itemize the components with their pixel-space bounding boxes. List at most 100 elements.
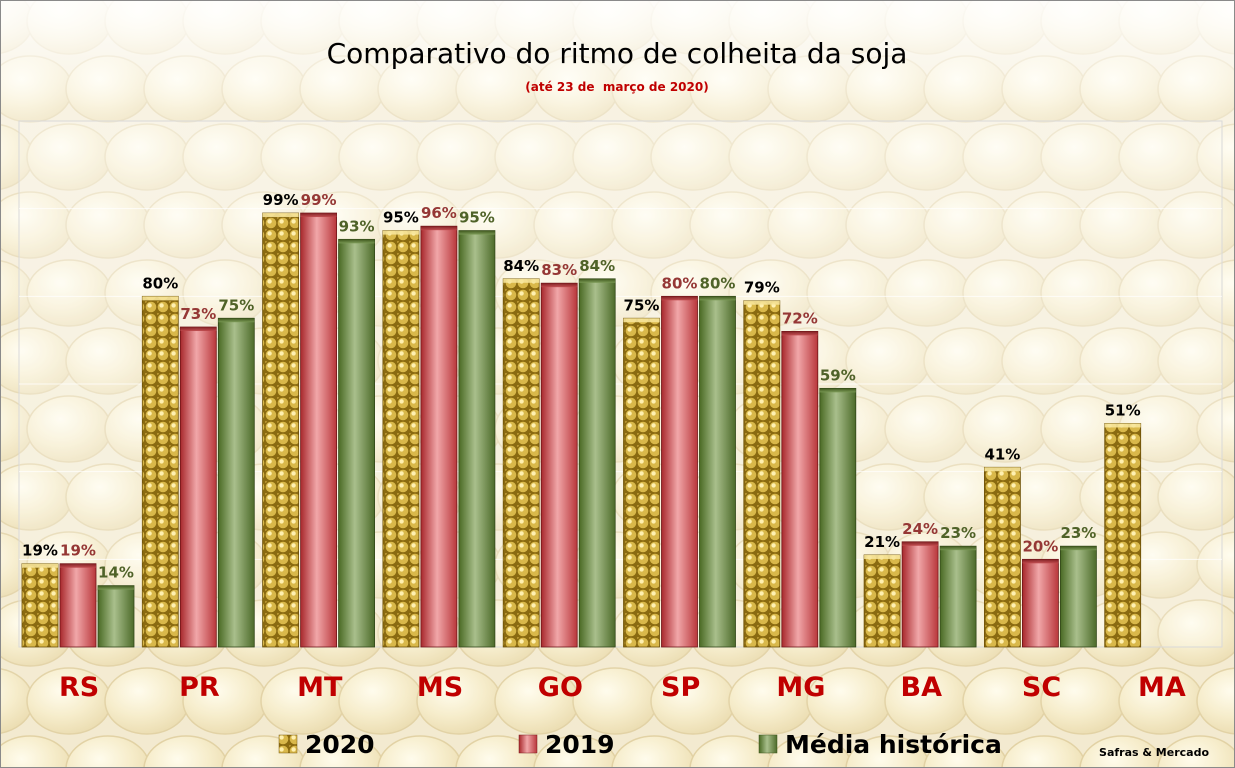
bar-2020-pr[interactable] — [141, 295, 179, 648]
legend-swatch-media-historica — [758, 734, 778, 754]
source-credit: Safras & Mercado — [1099, 746, 1209, 759]
bar-2020-ma[interactable] — [1104, 423, 1142, 648]
data-label-2019-mt: 99% — [301, 191, 337, 209]
bar-top-2020-ba — [864, 554, 901, 559]
bar-top-m-dia-hist-rica-pr — [218, 318, 255, 323]
bar-2019-go[interactable] — [540, 282, 578, 648]
data-label-2019-pr: 73% — [180, 305, 216, 323]
data-label-2020-mt: 99% — [263, 191, 299, 209]
bar-top-2020-sp — [623, 318, 660, 323]
legend-label-2020: 2020 — [305, 730, 375, 759]
legend-item-2020[interactable]: 2020 — [278, 730, 375, 759]
legend-item-media-historica[interactable]: Média histórica — [758, 730, 1002, 759]
data-label-m-dia-hist-rica-sp: 80% — [700, 274, 736, 292]
data-label-2020-go: 84% — [503, 257, 539, 275]
bar-2020-ba[interactable] — [863, 554, 901, 648]
bar-m-dia-hist-rica-go[interactable] — [578, 278, 616, 648]
bar-top-2019-go — [541, 283, 578, 288]
bar-m-dia-hist-rica-pr[interactable] — [217, 317, 255, 648]
bar-top-2020-go — [503, 278, 540, 283]
legend-swatch-2020 — [278, 734, 298, 754]
bar-top-m-dia-hist-rica-mg — [819, 388, 856, 393]
bar-top-m-dia-hist-rica-mt — [338, 239, 375, 244]
chart-subtitle: (até 23 de março de 2020) — [525, 80, 708, 94]
bar-2019-rs[interactable] — [59, 563, 97, 648]
bar-m-dia-hist-rica-mg[interactable] — [819, 387, 857, 648]
legend-label-media-historica: Média histórica — [785, 730, 1002, 759]
bar-2020-mg[interactable] — [743, 300, 781, 648]
bar-top-2020-ma — [1104, 423, 1141, 428]
chart-title: Comparativo do ritmo de colheita da soja — [327, 37, 908, 70]
bar-top-m-dia-hist-rica-go — [579, 278, 616, 283]
data-label-2019-sc: 20% — [1022, 537, 1058, 555]
data-label-2020-sc: 41% — [984, 445, 1020, 463]
bar-2019-mt[interactable] — [300, 212, 338, 648]
bar-top-m-dia-hist-rica-ms — [458, 230, 495, 235]
data-label-2019-ba: 24% — [902, 520, 938, 538]
bar-m-dia-hist-rica-sc[interactable] — [1060, 545, 1097, 648]
data-label-m-dia-hist-rica-rs: 14% — [98, 564, 134, 582]
category-label-pr: PR — [179, 672, 220, 703]
category-labels: RS PR MT MS GO SP MG BA SC MA — [59, 672, 1186, 703]
bar-2019-pr[interactable] — [179, 326, 217, 648]
data-label-m-dia-hist-rica-sc: 23% — [1060, 524, 1096, 542]
data-label-m-dia-hist-rica-go: 84% — [579, 257, 615, 275]
category-label-mt: MT — [297, 672, 343, 703]
bar-top-m-dia-hist-rica-rs — [98, 585, 134, 590]
data-label-2020-ma: 51% — [1105, 401, 1141, 419]
data-label-2019-sp: 80% — [662, 274, 698, 292]
data-labels: 19% 19%14%80%73% 75%99% 99%93% 95% 96% 95%84% 8… — [22, 191, 1141, 582]
legend-label-2019: 2019 — [545, 730, 615, 759]
bar-2019-ba[interactable] — [901, 541, 939, 648]
bar-2019-ms[interactable] — [420, 225, 458, 648]
bar-2020-sp[interactable] — [623, 317, 660, 648]
bar-top-m-dia-hist-rica-ba — [940, 546, 977, 551]
bar-2019-mg[interactable] — [781, 330, 819, 648]
bar-2019-sp[interactable] — [661, 295, 698, 648]
data-label-m-dia-hist-rica-mg: 59% — [820, 366, 856, 384]
category-label-mg: MG — [776, 672, 825, 703]
bar-top-2019-mg — [781, 331, 818, 336]
data-label-2019-rs: 19% — [60, 542, 96, 560]
bar-2020-mt[interactable] — [262, 212, 300, 648]
bar-m-dia-hist-rica-rs[interactable] — [97, 585, 135, 648]
category-label-rs: RS — [59, 672, 99, 703]
bar-m-dia-hist-rica-ms[interactable] — [458, 230, 496, 648]
bar-2020-ms[interactable] — [382, 230, 420, 648]
bar-top-2020-pr — [142, 296, 179, 301]
bar-top-2020-mg — [743, 300, 780, 305]
category-label-ma: MA — [1138, 672, 1186, 703]
bar-2019-sc[interactable] — [1022, 558, 1059, 648]
data-label-2020-pr: 80% — [142, 274, 178, 292]
bar-top-2020-mt — [262, 213, 299, 218]
bar-top-2019-ms — [420, 226, 457, 231]
bar-2020-sc[interactable] — [984, 466, 1021, 648]
data-label-2019-mg: 72% — [782, 309, 818, 327]
bar-top-2019-mt — [300, 213, 337, 218]
category-label-go: GO — [538, 672, 583, 703]
bar-2020-rs[interactable] — [21, 563, 59, 648]
bar-top-2019-sp — [661, 296, 698, 301]
category-label-ba: BA — [901, 672, 943, 703]
bar-m-dia-hist-rica-mt[interactable] — [338, 238, 376, 648]
category-label-sp: SP — [661, 672, 700, 703]
legend-swatch-2019 — [518, 734, 538, 754]
bar-top-2019-rs — [60, 563, 96, 568]
bar-top-m-dia-hist-rica-sp — [699, 296, 736, 301]
data-label-2020-sp: 75% — [624, 296, 660, 314]
bar-top-2019-pr — [180, 327, 217, 332]
data-label-m-dia-hist-rica-ba: 23% — [940, 524, 976, 542]
data-label-m-dia-hist-rica-mt: 93% — [339, 217, 375, 235]
data-label-2019-ms: 96% — [421, 204, 457, 222]
legend-item-2019[interactable]: 2019 — [518, 730, 615, 759]
bar-2020-go[interactable] — [502, 278, 540, 648]
bars — [21, 212, 1142, 648]
data-label-2020-ms: 95% — [383, 209, 419, 227]
data-label-2020-mg: 79% — [744, 279, 780, 297]
category-label-sc: SC — [1022, 672, 1061, 703]
legend: 2020 2019 Média histórica — [278, 730, 1002, 759]
bar-m-dia-hist-rica-sp[interactable] — [699, 295, 736, 648]
bar-m-dia-hist-rica-ba[interactable] — [939, 545, 977, 648]
